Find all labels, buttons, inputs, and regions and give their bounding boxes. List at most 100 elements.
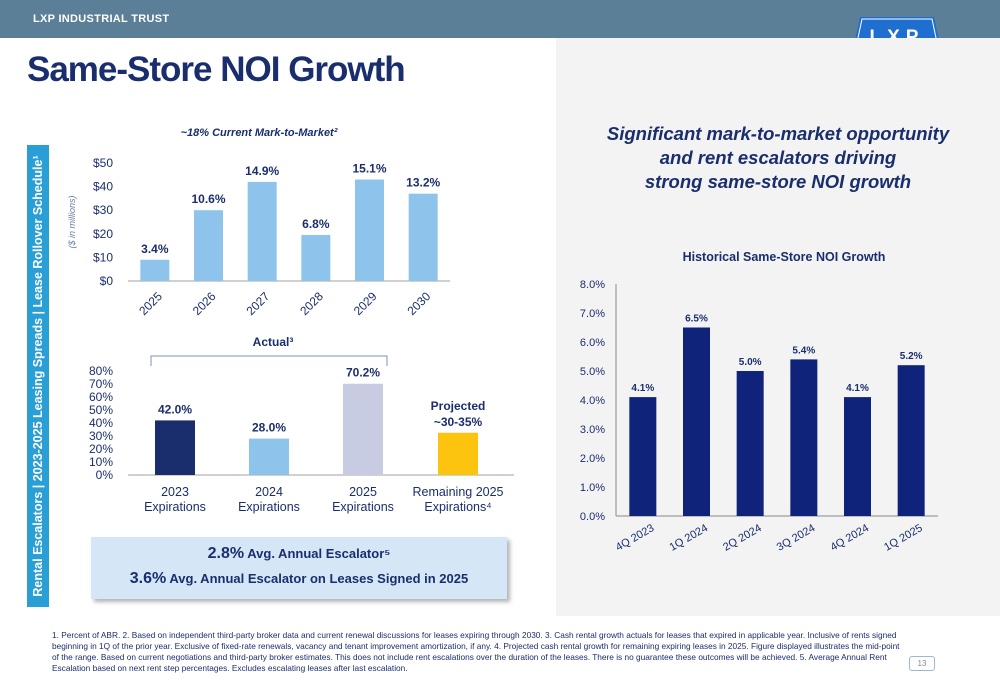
spreads-x-tick: Remaining 2025 <box>412 485 503 499</box>
mtm-data-label: 3.4% <box>141 242 169 256</box>
spreads-x-tick: 2024 <box>255 485 283 499</box>
noi-data-label: 5.4% <box>792 345 815 356</box>
spreads-y-tick: 80% <box>89 364 113 378</box>
noi-y-tick: 7.0% <box>580 308 605 320</box>
spreads-y-tick: 60% <box>89 390 113 404</box>
spreads-y-tick: 40% <box>89 416 113 430</box>
mtm-x-tick: 2027 <box>244 289 273 318</box>
mtm-bar <box>355 179 384 281</box>
right-panel <box>556 38 1000 616</box>
spreads-x-tick: Expirations⁴ <box>424 500 491 514</box>
mtm-bar <box>194 210 223 281</box>
spreads-y-tick: 10% <box>89 455 113 469</box>
mtm-y-tick: $50 <box>93 156 113 170</box>
noi-data-label: 5.0% <box>739 357 762 368</box>
noi-y-tick: 4.0% <box>580 395 605 407</box>
spreads-y-tick: 0% <box>96 468 114 482</box>
spreads-y-tick: 50% <box>89 403 113 417</box>
noi-data-label: 4.1% <box>846 383 869 394</box>
noi-x-tick: 1Q 2024 <box>667 522 710 553</box>
noi-y-tick: 6.0% <box>580 337 605 349</box>
escalator-line-1: 2.8% Avg. Annual Escalator⁵ <box>91 545 507 563</box>
noi-data-label: 5.2% <box>900 351 923 362</box>
spreads-bar <box>249 438 289 475</box>
spreads-x-tick: 2025 <box>349 485 377 499</box>
mtm-x-tick: 2026 <box>190 289 219 318</box>
mtm-x-tick: 2029 <box>351 289 380 318</box>
mtm-data-label: 6.8% <box>302 217 330 231</box>
mtm-y-label: ($ in millions) <box>67 195 77 248</box>
mtm-x-tick: 2028 <box>297 289 326 318</box>
company-name: LXP INDUSTRIAL TRUST <box>33 13 170 25</box>
mtm-y-tick: $10 <box>93 250 113 264</box>
mtm-y-tick: $20 <box>93 227 113 241</box>
noi-data-label: 4.1% <box>631 383 654 394</box>
noi-x-tick: 1Q 2025 <box>882 522 925 553</box>
escalator-line-2: 3.6% Avg. Annual Escalator on Leases Sig… <box>91 570 507 588</box>
noi-chart-title: Historical Same-Store NOI Growth <box>683 250 886 264</box>
noi-bar <box>629 397 657 516</box>
escalator-box: 2.8% Avg. Annual Escalator⁵ 3.6% Avg. An… <box>91 537 507 599</box>
mtm-chart-title: ~18% Current Mark-to-Market² <box>181 127 338 139</box>
mtm-bar <box>140 259 170 281</box>
spreads-data-label: 42.0% <box>158 402 192 416</box>
mtm-bar <box>408 193 438 281</box>
spreads-bar <box>343 383 383 475</box>
headline: Significant mark-to-market opportunity a… <box>556 122 1000 194</box>
escalator-value-1: 2.8% <box>207 545 245 562</box>
noi-y-tick: 2.0% <box>580 453 605 465</box>
spreads-y-tick: 30% <box>89 429 113 443</box>
spreads-y-tick: 20% <box>89 442 113 456</box>
actual-bracket <box>150 355 388 366</box>
noi-y-tick: 3.0% <box>580 424 605 436</box>
noi-bar <box>844 397 871 516</box>
spreads-data-label: ~30-35% <box>434 415 483 429</box>
escalator-value-2: 3.6% <box>129 570 167 587</box>
spreads-bar <box>438 432 478 475</box>
mtm-bar <box>301 234 331 281</box>
noi-x-tick: 4Q 2024 <box>828 522 871 553</box>
mtm-data-label: 10.6% <box>191 192 225 206</box>
spreads-chart-title: Actual³ <box>253 335 294 349</box>
mtm-data-label: 14.9% <box>245 164 279 178</box>
noi-y-tick: 8.0% <box>580 279 605 291</box>
spreads-data-label: 70.2% <box>346 366 380 380</box>
noi-bar <box>683 327 710 516</box>
headline-line-3: strong same-store NOI growth <box>644 171 912 192</box>
noi-y-tick: 1.0% <box>580 482 605 494</box>
footnotes: 1. Percent of ABR. 2. Based on independe… <box>52 630 900 673</box>
side-tab <box>27 145 49 607</box>
spreads-bar <box>155 420 195 475</box>
spreads-x-tick: Expirations <box>144 500 206 514</box>
noi-x-tick: 4Q 2023 <box>614 522 657 553</box>
mtm-data-label: 15.1% <box>352 162 386 176</box>
mtm-y-tick: $30 <box>93 203 113 217</box>
spreads-x-tick: 2023 <box>161 485 189 499</box>
mtm-y-tick: $0 <box>100 274 114 288</box>
mtm-bar <box>247 181 277 281</box>
mtm-x-tick: 2030 <box>405 289 434 318</box>
noi-x-tick: 2Q 2024 <box>721 522 764 553</box>
spreads-y-tick: 70% <box>89 377 113 391</box>
mtm-data-label: 13.2% <box>406 176 440 190</box>
noi-y-tick: 0.0% <box>580 511 605 523</box>
spreads-data-label: 28.0% <box>252 421 286 435</box>
noi-bar <box>790 359 818 516</box>
noi-y-tick: 5.0% <box>580 366 605 378</box>
escalator-label-2: Avg. Annual Escalator on Leases Signed i… <box>166 571 469 586</box>
escalator-label-1: Avg. Annual Escalator⁵ <box>244 546 391 561</box>
page-number: 13 <box>909 656 935 671</box>
noi-bar <box>897 365 925 516</box>
spreads-data-label: Projected <box>431 399 486 413</box>
spreads-x-tick: Expirations <box>238 500 300 514</box>
mtm-y-tick: $40 <box>93 180 113 194</box>
noi-bar <box>736 371 764 516</box>
spreads-x-tick: Expirations <box>332 500 394 514</box>
headline-line-2: and rent escalators driving <box>659 147 897 168</box>
noi-x-tick: 3Q 2024 <box>775 522 818 553</box>
header-bar: LXP INDUSTRIAL TRUST <box>0 0 1000 38</box>
mtm-x-tick: 2025 <box>136 289 165 318</box>
page-title: Same-Store NOI Growth <box>27 50 406 89</box>
noi-data-label: 6.5% <box>685 314 708 325</box>
